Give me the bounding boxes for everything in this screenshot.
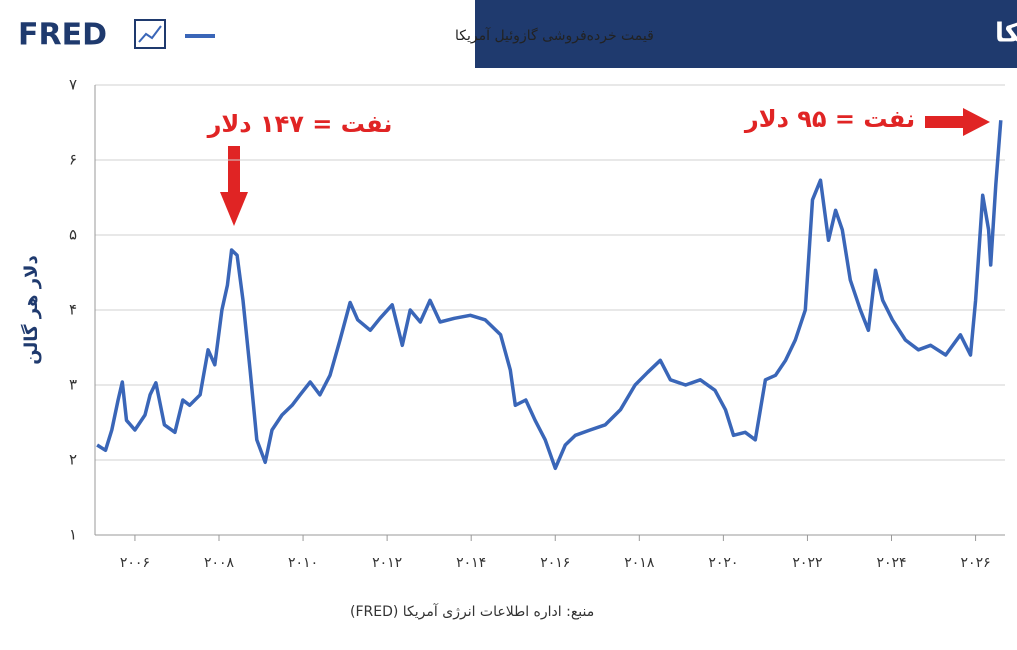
source: منبع: اداره اطلاعات انرژی آمریکا (FRED) xyxy=(350,603,594,620)
logo-icon xyxy=(134,19,166,49)
y-tick-label: ۶ xyxy=(69,151,77,169)
chart-title: قیمت خرده‌فروشی گازوئیل آمریکا xyxy=(995,17,1017,49)
y-tick-label: ۷ xyxy=(69,76,77,94)
x-tick-label: ۲۰۲۲ xyxy=(792,555,822,571)
x-tick-label: ۲۰۲۶ xyxy=(961,555,991,571)
x-tick-label: ۲۰۱۲ xyxy=(372,555,402,571)
logo: FRED xyxy=(18,18,107,53)
legend-label: قیمت خرده‌فروشی گازوئیل آمریکا xyxy=(455,27,654,44)
x-tick-label: ۲۰۱۰ xyxy=(288,555,318,571)
x-tick-label: ۲۰۱۸ xyxy=(624,555,655,571)
x-tick-label: ۲۰۰۶ xyxy=(120,555,150,571)
y-tick-label: ۴ xyxy=(69,301,77,319)
x-tick-label: ۲۰۲۴ xyxy=(876,555,906,571)
arrow xyxy=(220,146,248,226)
annotation: نفت = ۱۴۷ دلار xyxy=(207,110,393,138)
y-axis-label: دلار هر گالن xyxy=(20,255,42,364)
y-tick-label: ۱ xyxy=(69,526,77,544)
series-line xyxy=(96,120,1003,471)
x-tick-label: ۲۰۰۸ xyxy=(204,555,235,571)
y-tick-label: ۲ xyxy=(69,451,77,469)
x-tick-label: ۲۰۱۶ xyxy=(540,555,570,571)
arrow xyxy=(925,108,990,136)
annotation: نفت = ۹۵ دلار xyxy=(744,105,915,133)
title-box xyxy=(475,0,1017,68)
x-tick-label: ۲۰۱۴ xyxy=(456,555,486,571)
y-tick-label: ۵ xyxy=(69,226,77,244)
x-tick-label: ۲۰۲۰ xyxy=(708,555,738,571)
y-tick-label: ۳ xyxy=(69,376,77,394)
